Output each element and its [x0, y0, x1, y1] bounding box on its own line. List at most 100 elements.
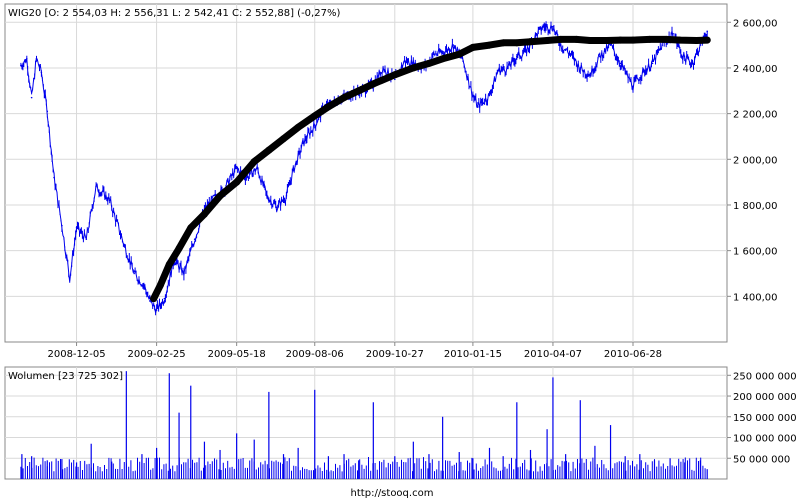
price-point — [472, 94, 474, 97]
moving-average-point — [616, 36, 624, 44]
moving-average-point — [340, 94, 348, 102]
price-point — [552, 26, 554, 28]
price-tick-label: 2 200,00 — [733, 110, 778, 121]
moving-average-point — [250, 158, 258, 166]
moving-average-point — [629, 36, 637, 44]
price-tick-label: 2 000,00 — [733, 155, 778, 166]
moving-average-point — [165, 260, 173, 268]
price-point — [68, 277, 71, 279]
ohlc-low: L: 2 542,41 — [172, 8, 229, 19]
ohlc-change: (-0,27%) — [297, 8, 340, 19]
moving-average-point — [499, 39, 507, 47]
moving-average-point — [311, 112, 319, 120]
moving-average-point — [187, 224, 195, 232]
moving-average-point — [646, 35, 654, 43]
moving-average-point — [157, 281, 165, 289]
price-point — [651, 62, 654, 65]
price-point — [497, 69, 500, 72]
price-point — [133, 272, 135, 275]
price-point — [61, 224, 63, 227]
footer-url[interactable]: http://stooq.com — [351, 488, 434, 499]
price-point — [534, 35, 537, 37]
price-tick-label: 1 800,00 — [733, 201, 778, 212]
price-point — [393, 78, 396, 81]
volume-tick-label: 250 000 000 — [733, 371, 797, 382]
moving-average-point — [526, 38, 534, 46]
price-point — [699, 44, 702, 46]
price-point — [35, 58, 38, 60]
price-point — [442, 51, 445, 53]
price-point — [302, 142, 304, 145]
price-point — [245, 176, 248, 179]
moving-average-point — [150, 295, 158, 303]
price-point — [285, 195, 288, 197]
ohlc-symbol: WIG20 — [8, 8, 41, 19]
price-point — [524, 51, 527, 53]
price-point — [706, 30, 708, 33]
volume-tick-label: 100 000 000 — [733, 434, 797, 445]
price-point — [20, 64, 22, 67]
moving-average-series — [150, 35, 711, 303]
x-tick-label: 2008-12-05 — [47, 349, 105, 360]
price-point — [275, 206, 278, 209]
price-tick-label: 2 400,00 — [733, 64, 778, 75]
moving-average-point — [676, 36, 684, 44]
x-tick-label: 2010-06-28 — [604, 349, 662, 360]
moving-average-point — [485, 41, 493, 49]
price-point — [579, 67, 582, 69]
moving-average-point — [324, 103, 332, 111]
price-point — [235, 167, 238, 170]
price-point — [143, 284, 145, 286]
moving-average-point — [703, 36, 711, 44]
price-point — [672, 32, 674, 35]
price-point — [256, 167, 258, 170]
moving-average-point — [425, 59, 433, 67]
price-point — [661, 44, 664, 46]
price-point — [30, 96, 33, 99]
volume-bars — [20, 371, 708, 479]
price-point — [507, 67, 509, 69]
ohlc-high: H: 2 556,31 — [110, 8, 169, 19]
moving-average-point — [216, 192, 224, 200]
price-point — [542, 26, 544, 28]
price-point — [313, 124, 316, 126]
x-tick-label: 2009-05-18 — [208, 349, 266, 360]
volume-tick-label: 50 000 000 — [733, 454, 790, 465]
x-tick-label: 2010-04-07 — [524, 349, 582, 360]
moving-average-point — [391, 71, 399, 79]
price-point — [559, 44, 562, 46]
moving-average-point — [265, 146, 273, 154]
volume-tick-label: 150 000 000 — [733, 413, 797, 424]
price-panel — [4, 3, 728, 343]
price-point — [120, 236, 123, 238]
price-tick-label: 2 600,00 — [733, 18, 778, 29]
price-point — [25, 58, 28, 60]
moving-average-point — [233, 178, 241, 186]
price-point — [108, 199, 111, 202]
moving-average-point — [572, 35, 580, 43]
price-point — [609, 44, 612, 46]
price-point — [85, 238, 88, 241]
moving-average-point — [369, 80, 377, 88]
moving-average-point — [280, 135, 288, 143]
price-point — [193, 238, 196, 241]
price-point — [53, 176, 55, 179]
price-tick-label: 1 600,00 — [733, 247, 778, 258]
moving-average-point — [557, 35, 565, 43]
price-point — [95, 185, 97, 188]
moving-average-point — [586, 37, 594, 45]
price-point — [183, 272, 185, 275]
ohlc-open: O: 2 554,03 — [48, 8, 107, 19]
moving-average-point — [469, 43, 477, 51]
moving-average-point — [513, 39, 521, 47]
price-point — [681, 55, 684, 58]
price-point — [462, 60, 464, 62]
price-point — [691, 62, 694, 65]
price-point — [292, 169, 295, 172]
price-point — [403, 60, 406, 62]
moving-average-point — [692, 37, 700, 45]
price-point — [163, 297, 166, 300]
ohlc-label: WIG20 [O: 2 554,03 H: 2 556,31 L: 2 542,… — [8, 8, 340, 19]
